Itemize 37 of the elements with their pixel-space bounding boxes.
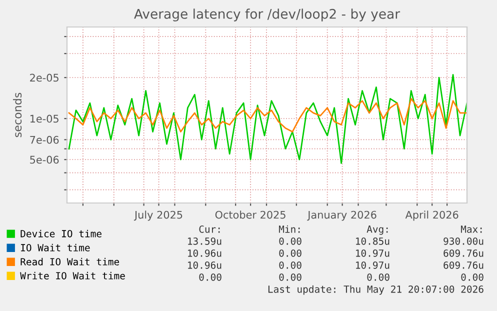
text: 609.76u [444,261,484,269]
text: 0.00 [279,237,302,245]
text: 0.00 [461,273,484,281]
y-tick-label: 5e-06 [30,156,59,164]
text: 930.00u [444,237,484,245]
text: 10.97u [356,249,390,257]
text: Avg: [366,226,388,235]
legend-label: Write IO Wait time [20,272,125,280]
x-tick-label: January 2026 [307,210,376,221]
line-series [68,98,467,132]
y-axis-title: seconds [13,92,22,138]
x-tick-label: October 2025 [215,210,286,219]
text: Max: [460,226,482,233]
y-tick-label: 2e-05 [30,74,58,82]
text: 0.00 [279,273,302,281]
text: 10.97u [356,261,390,269]
text: 0.00 [279,249,302,257]
text: 10.85u [356,237,390,245]
text: 13.59u [188,237,222,245]
x-tick-label: July 2025 [134,210,182,221]
text: 0.00 [367,273,390,281]
text: Last update: Thu May 21 20:07:00 2026 [268,285,484,295]
text: 0.00 [199,273,222,281]
line-series [68,74,467,164]
y-tick-label: 1e-05 [30,114,58,123]
legend-label: Read IO Wait time [20,258,120,266]
text: 10.96u [188,249,222,257]
text: 0.00 [279,261,302,269]
x-tick-label: April 2026 [405,210,458,221]
text: Cur: [199,225,220,233]
y-tick-label: 7e-06 [30,136,59,144]
text: 10.96u [188,261,222,269]
chart-title: Average latency for /dev/loop2 - by year [134,8,400,22]
text: Min: [278,225,300,233]
legend-label: Device IO time [20,230,102,238]
text: 609.76u [444,249,484,257]
legend-label: IO Wait time [21,244,90,252]
